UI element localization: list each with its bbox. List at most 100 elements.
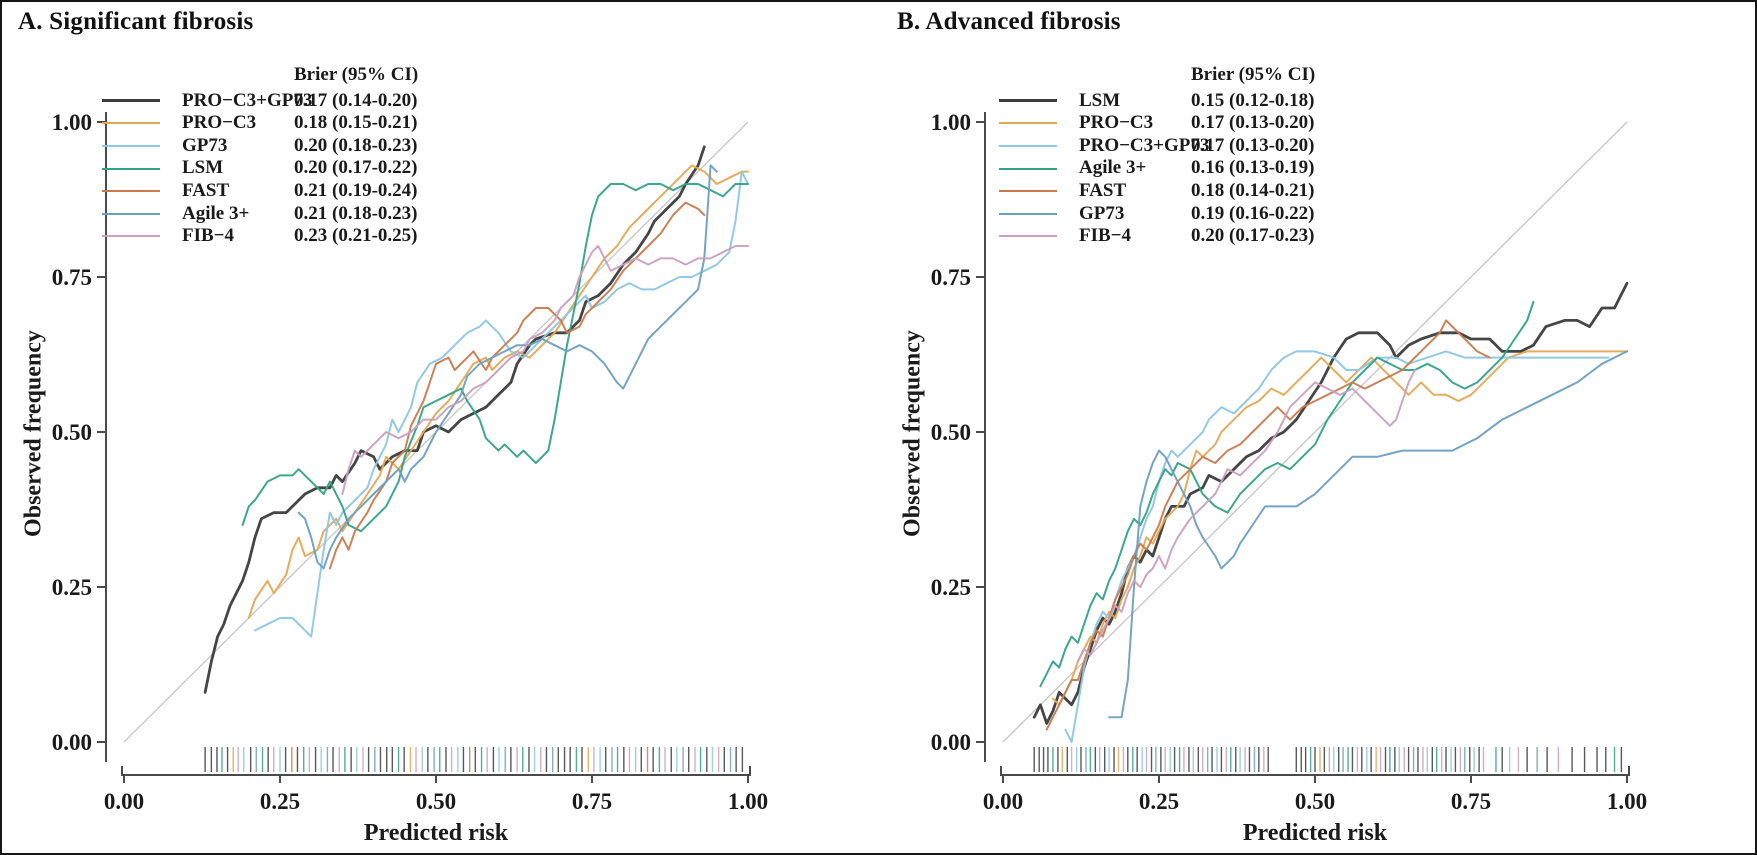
legend-item: FIB−4 0.23 (0.21-0.25) [102, 225, 418, 248]
series-line-5 [328, 201, 706, 570]
series-line-1 [203, 145, 706, 694]
legend-series-name: FIB−4 [1079, 225, 1131, 247]
legend-brier-value: 0.19 (0.16-0.22) [1191, 202, 1315, 224]
legend-brier-value: 0.21 (0.19-0.24) [294, 179, 418, 201]
legend-series-name: GP73 [1079, 202, 1125, 224]
legend-line-swatch [102, 99, 160, 103]
y-tick-label: 0.75 [52, 265, 92, 290]
y-tick-label: 0.00 [931, 730, 971, 755]
legend-series-name: GP73 [182, 134, 228, 156]
legend-item: PRO−C3+GP73 0.17 (0.14-0.20) [102, 90, 418, 113]
panel-significant-fibrosis: A. Significant fibrosis Observed frequen… [2, 2, 880, 853]
x-axis-label: Predicted risk [1242, 820, 1388, 846]
y-tick-label: 0.25 [52, 575, 92, 600]
legend-line-swatch [999, 235, 1057, 238]
x-tick-label: 0.00 [104, 789, 144, 814]
rug-ticks [204, 747, 744, 772]
y-tick-label: 0.75 [931, 265, 971, 290]
legend-item: PRO−C3 0.18 (0.15-0.21) [102, 112, 418, 135]
y-tick-label: 0.00 [52, 730, 92, 755]
legend: Brier (95% CI) LSM 0.15 (0.12-0.18) PRO−C3 0… [999, 64, 1315, 248]
legend-series-name: PRO−C3 [182, 112, 257, 134]
rug-ticks [1033, 747, 1623, 772]
panel-title: B. Advanced fibrosis [897, 8, 1121, 35]
calibration-plot: 0.00 0.25 0.50 0.75 1.00 0.00 0.25 0.50 0.75 1.00 [52, 110, 768, 814]
legend-brier-value: 0.16 (0.13-0.19) [1191, 157, 1315, 179]
y-tick-label: 1.00 [931, 110, 971, 135]
x-tick-label: 1.00 [1607, 789, 1647, 814]
series-line-2 [1051, 350, 1628, 706]
legend-line-swatch [102, 122, 160, 125]
series-line-5 [1045, 319, 1491, 731]
identity-reference-line [1002, 121, 1628, 743]
legend-line-swatch [102, 190, 160, 193]
legend-brier-value: 0.18 (0.14-0.21) [1191, 179, 1315, 201]
x-tick-label: 0.50 [1295, 789, 1335, 814]
legend-brier-value: 0.17 (0.13-0.20) [1191, 112, 1315, 134]
legend-header: Brier (95% CI) [1191, 64, 1316, 85]
legend-brier-value: 0.20 (0.17-0.22) [294, 157, 418, 179]
legend-header: Brier (95% CI) [294, 64, 419, 85]
legend-item: Agile 3+ 0.21 (0.18-0.23) [102, 203, 418, 226]
legend-series-name: FIB−4 [182, 225, 234, 247]
legend-line-swatch [999, 167, 1057, 170]
legend-brier-value: 0.20 (0.18-0.23) [294, 134, 418, 156]
y-tick-label: 0.25 [931, 575, 971, 600]
series-line-3 [254, 170, 749, 638]
legend-item: PRO−C3+GP73 0.17 (0.13-0.20) [999, 135, 1315, 158]
x-axis-line [121, 766, 751, 776]
legend-item: FAST 0.18 (0.14-0.21) [999, 180, 1315, 203]
x-tick-label: 0.50 [416, 789, 456, 814]
panel-title: A. Significant fibrosis [18, 8, 254, 35]
x-axis-label: Predicted risk [363, 820, 509, 846]
y-tick-label: 0.50 [931, 420, 971, 445]
legend-series-name: FAST [1079, 179, 1127, 201]
axes: 0.00 0.25 0.50 0.75 1.00 0.00 0.25 0.50 0.75 1.00 [52, 110, 768, 814]
legend-brier-value: 0.20 (0.17-0.23) [1191, 225, 1315, 247]
legend-series-name: Agile 3+ [1079, 157, 1147, 179]
legend-series-name: FAST [182, 179, 230, 201]
x-tick-label: 0.25 [260, 789, 300, 814]
y-tick-label: 0.50 [52, 420, 92, 445]
legend-line-swatch [999, 99, 1057, 103]
series-line-6 [297, 164, 718, 570]
legend-series-name: LSM [182, 157, 224, 179]
legend-line-swatch [999, 122, 1057, 125]
legend-series-name: PRO−C3+GP73 [182, 89, 313, 111]
legend-line-swatch [102, 167, 160, 170]
legend-brier-value: 0.18 (0.15-0.21) [294, 112, 418, 134]
panel-advanced-fibrosis: B. Advanced fibrosis Observed frequency … [881, 2, 1755, 853]
legend-series-name: LSM [1079, 89, 1121, 111]
legend-item: GP73 0.19 (0.16-0.22) [999, 203, 1315, 226]
legend-brier-value: 0.17 (0.13-0.20) [1191, 134, 1315, 156]
legend-item: FAST 0.21 (0.19-0.24) [102, 180, 418, 203]
series-line-1 [1032, 281, 1629, 725]
x-tick-label: 0.75 [572, 789, 612, 814]
series-line-4 [241, 183, 749, 533]
legend-series-name: PRO−C3+GP73 [1079, 134, 1210, 156]
legend-line-swatch [102, 212, 160, 215]
legend-brier-value: 0.17 (0.14-0.20) [294, 89, 418, 111]
legend-series-name: PRO−C3 [1079, 112, 1154, 134]
x-tick-label: 0.75 [1451, 789, 1491, 814]
legend-line-swatch [999, 145, 1057, 148]
legend-item: GP73 0.20 (0.18-0.23) [102, 135, 418, 158]
series-line-7 [1076, 369, 1416, 663]
legend-item: FIB−4 0.20 (0.17-0.23) [999, 225, 1315, 248]
legend-item: LSM 0.20 (0.17-0.22) [102, 157, 418, 180]
legend-brier-value: 0.21 (0.18-0.23) [294, 202, 418, 224]
series-line-6 [1108, 350, 1628, 719]
legend: Brier (95% CI) PRO−C3+GP73 0.17 (0.14-0.20… [102, 64, 418, 248]
y-tick-label: 1.00 [52, 110, 92, 135]
legend-item: PRO−C3 0.17 (0.13-0.20) [999, 112, 1315, 135]
axes: 0.00 0.25 0.50 0.75 1.00 0.00 0.25 0.50 0.75 1.00 [931, 110, 1647, 814]
legend-line-swatch [999, 212, 1057, 215]
legend-item: LSM 0.15 (0.12-0.18) [999, 90, 1315, 113]
legend-line-swatch [102, 145, 160, 148]
x-tick-label: 0.25 [1139, 789, 1179, 814]
legend-item: Agile 3+ 0.16 (0.13-0.19) [999, 157, 1315, 180]
legend-line-swatch [999, 190, 1057, 193]
x-tick-label: 1.00 [728, 789, 768, 814]
calibration-plot: 0.00 0.25 0.50 0.75 1.00 0.00 0.25 0.50 0.75 1.00 [931, 110, 1647, 814]
